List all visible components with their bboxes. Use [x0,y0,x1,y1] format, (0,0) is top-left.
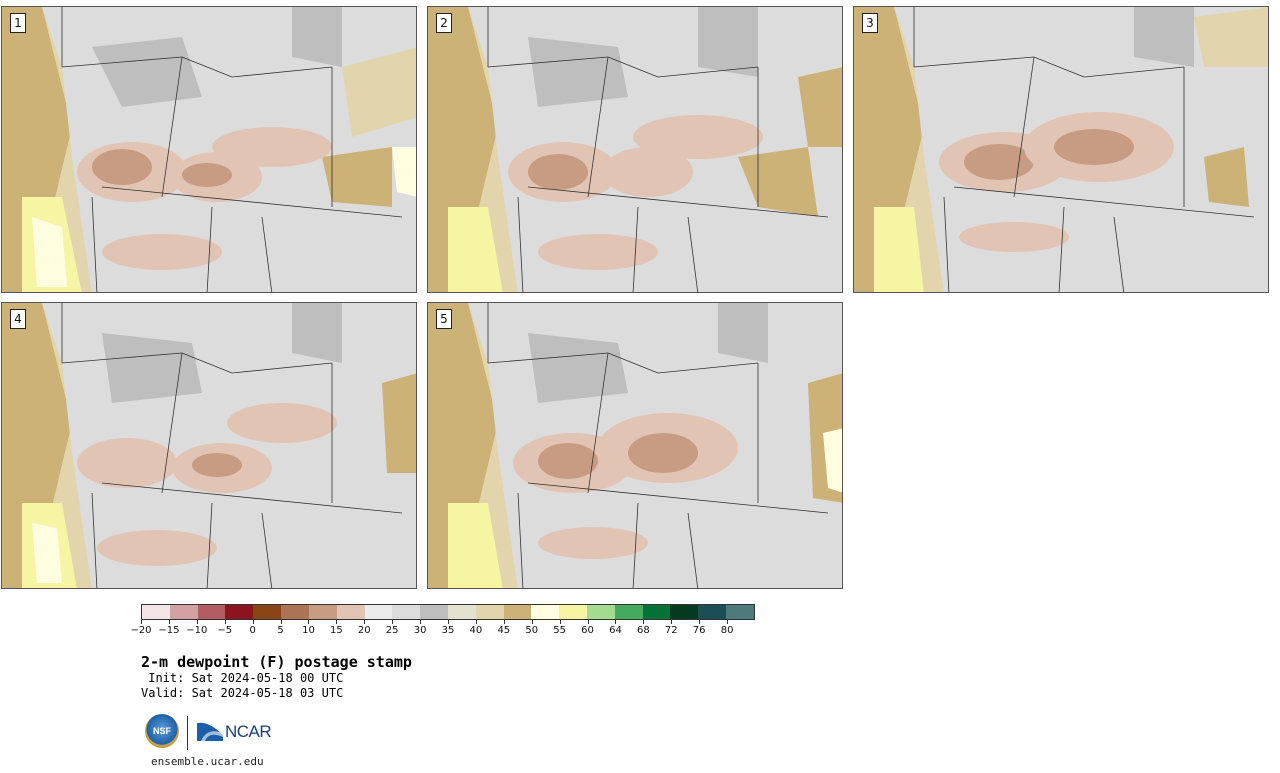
colorbar-tick [643,620,645,624]
site-url: ensemble.ucar.edu [151,755,264,768]
colorbar-swatch [308,605,337,619]
colorbar-tick-label: −10 [186,625,208,636]
panel-number-label: 3 [862,13,878,33]
colorbar-tick [336,620,338,624]
colorbar-tick [392,620,394,624]
colorbar-swatch [559,605,587,619]
panel-number-label: 5 [436,309,452,329]
colorbar-swatch [726,605,754,619]
dewpoint-map-field [2,303,416,588]
colorbar-tick [141,620,142,624]
colorbar-tick-label: 50 [525,625,539,636]
colorbar-tick-label: 0 [249,625,256,636]
valid-time: Valid: Sat 2024-05-18 03 UTC [141,686,344,700]
colorbar-tick-label: 25 [385,625,399,636]
colorbar-swatch [142,605,170,619]
colorbar-tick-label: 10 [302,625,315,636]
colorbar-swatch [447,605,476,619]
colorbar-tick [252,620,254,624]
colorbar-tick-label: 30 [413,625,427,636]
colorbar-tick-label: 5 [277,625,284,636]
dewpoint-map-field [854,7,1268,292]
colorbar-swatch [503,605,532,619]
nsf-logo: NSF [145,714,179,748]
colorbar-tick-label: −20 [130,625,152,636]
colorbar-swatch [670,605,699,619]
colorbar-tick [615,620,617,624]
colorbar-tick-label: −15 [158,625,180,636]
colorbar-tick [196,620,198,624]
init-time: Init: Sat 2024-05-18 00 UTC [141,671,344,685]
colorbar-tick-label: 76 [692,625,706,636]
colorbar-swatch [253,605,282,619]
colorbar-tick-label: 20 [357,625,371,636]
colorbar-tick-label: 15 [329,625,343,636]
colorbar-swatch [642,605,671,619]
dewpoint-map-field [428,7,842,292]
postage-stamp-map-5: 5 [427,302,843,589]
colorbar-tick [308,620,310,624]
colorbar-tick [475,620,477,624]
ncar-logo-mark [197,722,223,741]
colorbar-tick-label: 80 [720,625,734,636]
colorbar-tick [503,620,505,624]
colorbar-tick-label: 72 [664,625,678,636]
panel-number-label: 4 [10,309,26,329]
colorbar-tick [420,620,422,624]
colorbar-tick-label: −5 [217,625,233,636]
dewpoint-map-field [428,303,842,588]
colorbar-tick [699,620,701,624]
logo-divider [187,716,188,750]
colorbar-swatch [475,605,504,619]
colorbar-tick [531,620,533,624]
panel-number-label: 1 [10,13,26,33]
colorbar-swatch [698,605,727,619]
colorbar-swatch [531,605,560,619]
colorbar-tick-label: 55 [553,625,566,636]
dewpoint-colorbar [141,604,755,620]
colorbar-swatch [614,605,643,619]
colorbar-tick [224,620,226,624]
colorbar-tick-label: 60 [581,625,594,636]
colorbar-swatch [197,605,226,619]
colorbar-tick [280,620,282,624]
colorbar-swatch [281,605,309,619]
colorbar-tick [168,620,170,624]
colorbar-tick-label: 45 [497,625,511,636]
colorbar-swatch [392,605,421,619]
postage-stamp-map-1: 1 [1,6,417,293]
colorbar-swatch [420,605,448,619]
colorbar-tick-label: 64 [609,625,622,636]
colorbar-tick [364,620,366,624]
colorbar-tick [727,620,729,624]
colorbar-tick [671,620,673,624]
colorbar-tick [448,620,449,624]
colorbar-swatch [587,605,615,619]
colorbar-tick [587,620,589,624]
panel-number-label: 2 [436,13,452,33]
colorbar-swatch [225,605,254,619]
colorbar-tick-label: 68 [636,625,650,636]
postage-stamp-map-4: 4 [1,302,417,589]
page-title: 2-m dewpoint (F) postage stamp [141,653,412,671]
colorbar-swatch [169,605,198,619]
colorbar-swatch [336,605,365,619]
colorbar-ticks: −20 −15 −10 −5 0 5 10 15 20 25 30 35 40 45 50 55 60 64 68 7… [130,620,755,642]
colorbar-tick-label: 40 [469,625,483,636]
logos: NSF NCAR [145,714,275,752]
postage-stamp-map-3: 3 [853,6,1269,293]
colorbar-tick-label: 35 [441,625,455,636]
postage-stamp-map-2: 2 [427,6,843,293]
colorbar-tick [559,620,561,624]
ncar-logo: NCAR [225,722,272,741]
colorbar-swatch [364,605,393,619]
dewpoint-map-field [2,7,416,292]
